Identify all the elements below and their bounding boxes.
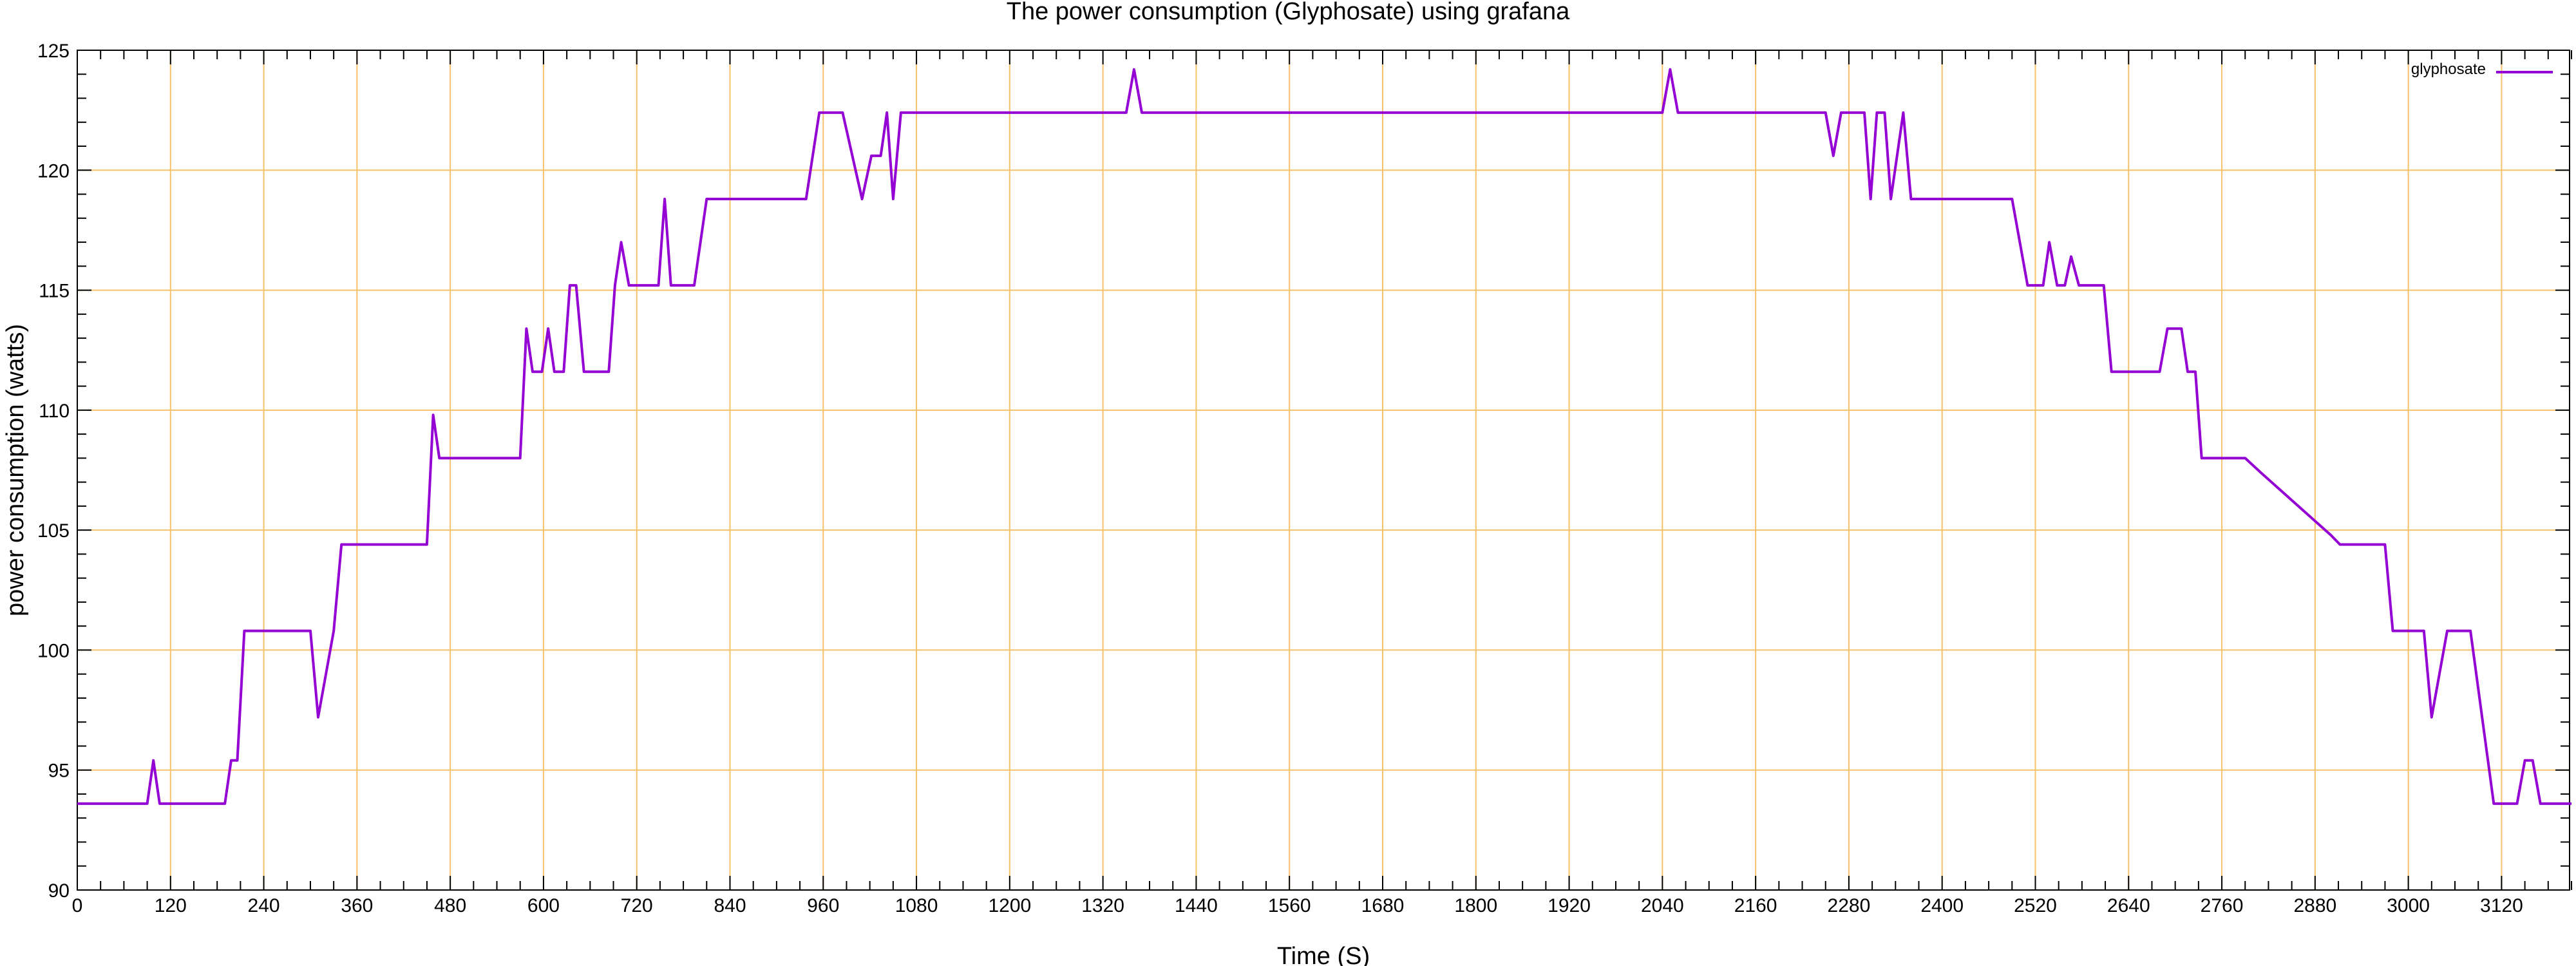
x-tick-label: 2160 bbox=[1734, 895, 1777, 916]
x-tick-label: 2640 bbox=[2107, 895, 2150, 916]
x-tick-label: 840 bbox=[714, 895, 746, 916]
x-tick-label: 1680 bbox=[1361, 895, 1405, 916]
x-tick-label: 1440 bbox=[1175, 895, 1218, 916]
x-tick-label: 120 bbox=[155, 895, 187, 916]
plot-frame bbox=[77, 50, 2570, 891]
y-axis-label: power consumption (watts) bbox=[2, 324, 29, 616]
x-tick-label: 1920 bbox=[1548, 895, 1591, 916]
legend-label: glyphosate bbox=[2411, 61, 2486, 78]
x-tick-label: 1320 bbox=[1081, 895, 1124, 916]
x-tick-label: 720 bbox=[621, 895, 653, 916]
series-layer bbox=[77, 68, 2571, 805]
x-tick-label: 2880 bbox=[2293, 895, 2336, 916]
x-tick-label: 2280 bbox=[1828, 895, 1871, 916]
x-tick-label: 1560 bbox=[1268, 895, 1311, 916]
y-tick-label: 90 bbox=[48, 880, 70, 902]
x-tick-label: 600 bbox=[527, 895, 560, 916]
x-tick-label: 2040 bbox=[1641, 895, 1684, 916]
legend: glyphosate bbox=[2411, 61, 2553, 78]
x-tick-label: 360 bbox=[341, 895, 373, 916]
x-tick-label: 1080 bbox=[895, 895, 938, 916]
y-tick-label: 100 bbox=[37, 640, 70, 661]
x-tick-label: 480 bbox=[434, 895, 466, 916]
grid-layer bbox=[77, 50, 2570, 890]
x-tick-label: 1200 bbox=[988, 895, 1031, 916]
y-tick-label: 120 bbox=[37, 160, 70, 182]
x-tick-label: 0 bbox=[72, 895, 83, 916]
x-tick-label: 240 bbox=[248, 895, 280, 916]
y-tick-label: 105 bbox=[37, 520, 70, 542]
x-tick-label: 2520 bbox=[2014, 895, 2057, 916]
x-tick-label: 1800 bbox=[1454, 895, 1497, 916]
y-tick-label: 95 bbox=[48, 761, 70, 782]
x-tick-label: 2760 bbox=[2201, 895, 2244, 916]
series-line-glyphosate bbox=[77, 68, 2571, 805]
tick-layer bbox=[77, 50, 2572, 891]
tick-label-layer: 0 120 240 360 480 600 720 840 960 1080 1200 1320 144… bbox=[37, 41, 2523, 916]
y-tick-label: 110 bbox=[39, 401, 70, 422]
x-tick-label: 3120 bbox=[2480, 895, 2523, 916]
y-tick-label: 125 bbox=[37, 41, 70, 62]
chart-title: The power consumption (Glyphosate) using… bbox=[1007, 0, 1570, 25]
x-tick-label: 2400 bbox=[1920, 895, 1964, 916]
y-tick-label: 115 bbox=[39, 281, 70, 302]
x-tick-label: 3000 bbox=[2387, 895, 2430, 916]
x-tick-label: 960 bbox=[807, 895, 839, 916]
x-axis-label: Time (S) bbox=[1277, 943, 1370, 966]
